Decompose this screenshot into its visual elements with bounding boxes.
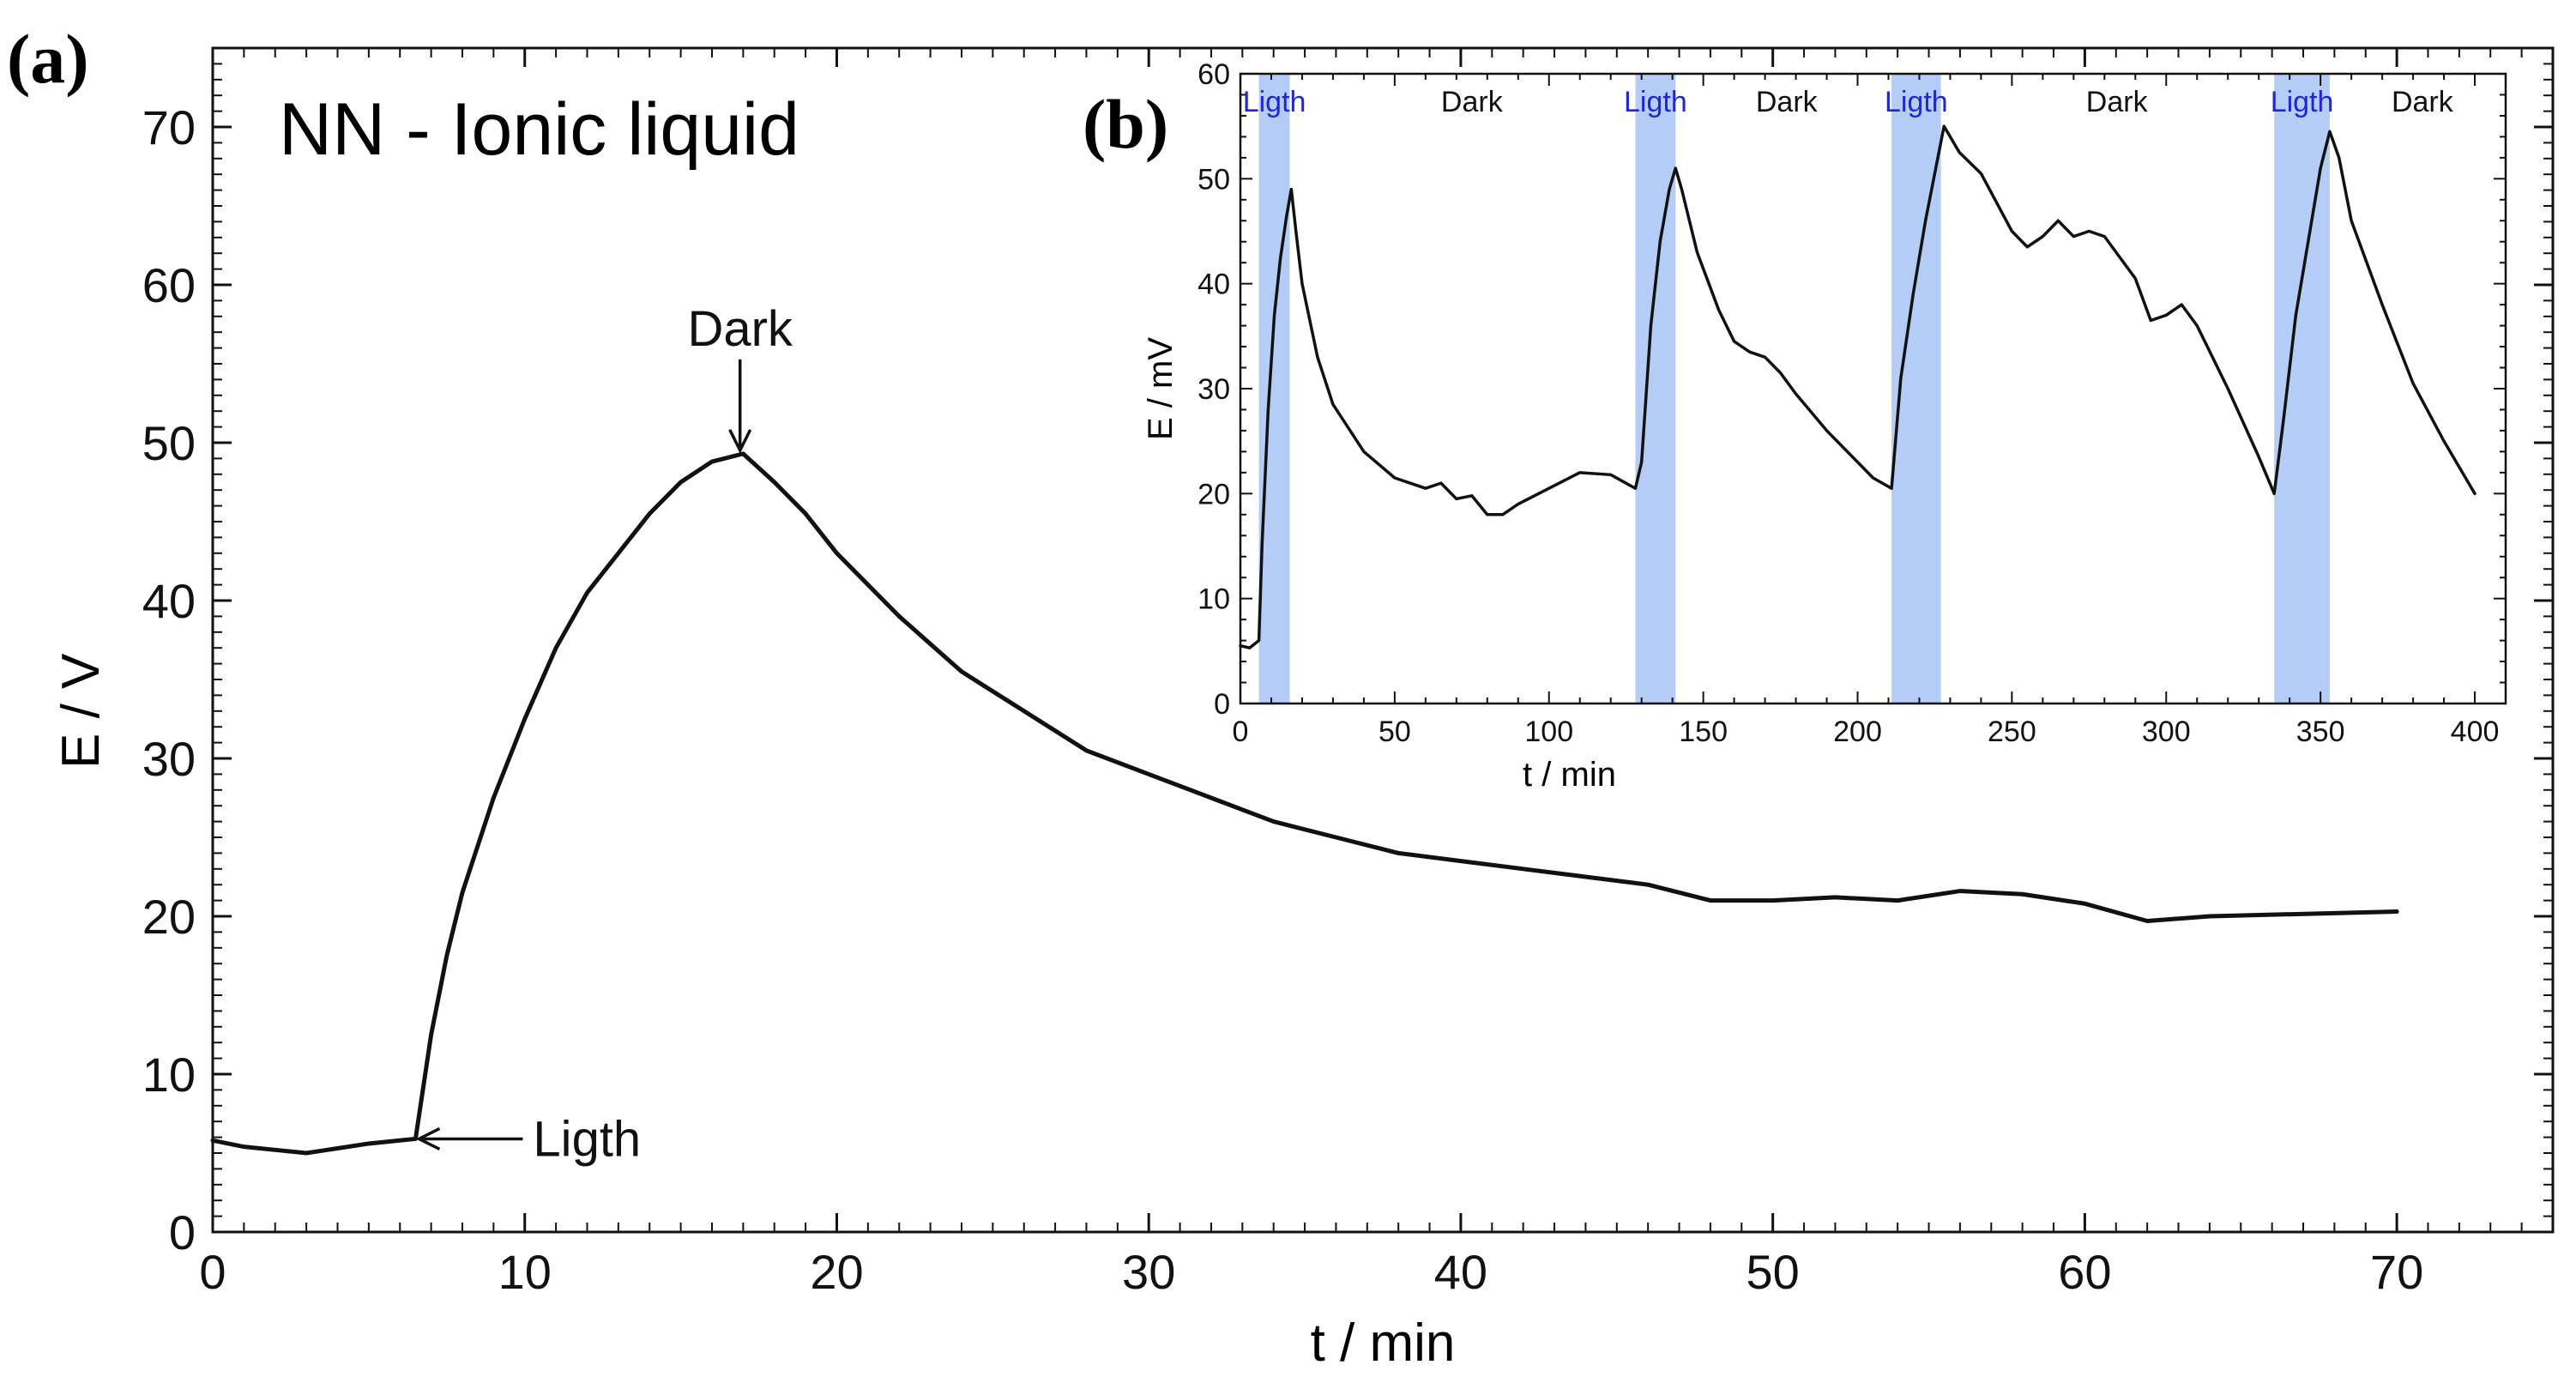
annotation-arrowhead-ligth: [415, 1126, 441, 1151]
panel-a-chart: 0 10 20 30 40 50 60 70 0 10 20 30 40 50 60 70 NN - Ioni…: [51, 46, 2555, 1373]
dark-period-label: Dark: [1441, 86, 1504, 118]
panel-a-x-tick-label: 60: [2058, 1245, 2111, 1299]
panel-b-tick-labels: 0 50 100 150 200 250 300 350 400 0 10 20 30 40 50 60: [1198, 58, 2499, 748]
panel-a-annotations: Dark Ligth: [415, 301, 793, 1167]
panel-b-x-tick-label: 350: [2296, 716, 2345, 748]
light-period-label: Ligth: [2271, 86, 2334, 118]
annotation-label-ligth: Ligth: [533, 1111, 641, 1167]
dark-period-label: Dark: [2392, 86, 2454, 118]
panel-b-series-line: [1239, 124, 2476, 649]
panel-b-y-tick-label: 40: [1198, 269, 1230, 301]
panel-a-x-tick-label: 40: [1434, 1245, 1487, 1299]
panel-b-y-tick-label: 60: [1198, 58, 1230, 91]
light-period-label: Ligth: [1885, 86, 1948, 118]
panel-b-letter: (b): [1083, 85, 1168, 163]
panel-b-x-tick-label: 400: [2451, 716, 2500, 748]
light-period-band: [1258, 74, 1290, 704]
panel-a-x-tick-label: 70: [2370, 1245, 2423, 1299]
panel-a-letter: (a): [7, 20, 89, 98]
annotation-arrowhead-dark: [728, 429, 752, 454]
panel-a-y-tick-label: 10: [142, 1048, 196, 1102]
panel-b-x-axis-label: t / min: [1523, 756, 1616, 794]
panel-a-y-axis-label: E / V: [51, 653, 111, 769]
panel-b-light-bands: [1258, 74, 2330, 704]
dark-period-label: Dark: [2086, 86, 2149, 118]
panel-a-x-axis-label: t / min: [1311, 1313, 1456, 1373]
panel-a-y-tick-label: 0: [169, 1205, 196, 1259]
panel-b-ticks: [1240, 73, 2507, 704]
panel-b-x-tick-label: 150: [1679, 716, 1728, 748]
panel-a-y-tick-label: 50: [142, 416, 196, 470]
panel-a-y-tick-label: 70: [142, 100, 196, 154]
panel-b-x-tick-label: 50: [1378, 716, 1411, 748]
panel-b-region-labels: Ligth Ligth Ligth Ligth Dark Dark Dark Dark: [1243, 86, 2454, 118]
panel-a-plot-frame: [211, 46, 2555, 1234]
panel-a-y-tick-label: 60: [142, 258, 196, 312]
panel-b-x-tick-label: 200: [1833, 716, 1882, 748]
light-period-band: [1635, 74, 1676, 704]
panel-b-x-tick-label: 300: [2142, 716, 2191, 748]
panel-b-y-tick-label: 30: [1198, 373, 1230, 406]
panel-a-ticks: [211, 47, 2554, 1234]
panel-a-title: NN - Ionic liquid: [279, 88, 799, 171]
panel-b-x-tick-label: 250: [1988, 716, 2036, 748]
panel-b-y-axis-label: E / mV: [1142, 337, 1179, 440]
panel-a-y-tick-label: 40: [142, 574, 196, 628]
light-period-label: Ligth: [1243, 86, 1306, 118]
panel-a-x-tick-label: 0: [199, 1245, 226, 1299]
panel-b-y-tick-label: 10: [1198, 583, 1230, 616]
panel-a-x-tick-label: 10: [498, 1245, 552, 1299]
panel-a-x-tick-label: 20: [810, 1245, 863, 1299]
panel-b-x-tick-label: 100: [1524, 716, 1573, 748]
panel-b-y-tick-label: 20: [1198, 478, 1230, 510]
panel-a-x-tick-label: 30: [1122, 1245, 1175, 1299]
panel-a-tick-labels: 0 10 20 30 40 50 60 70 0 10 20 30 40 50 60 70: [142, 100, 2424, 1299]
annotation-label-dark: Dark: [687, 301, 793, 357]
panel-b-y-tick-label: 0: [1214, 688, 1230, 721]
dark-period-label: Dark: [1756, 86, 1819, 118]
panel-b-inset-chart: 0 50 100 150 200 250 300 350 400 0 10 20 30 40 50 60 Li…: [1142, 58, 2513, 794]
panel-a-series-line: [210, 451, 2399, 1156]
panel-b-x-tick-label: 0: [1233, 716, 1249, 748]
panel-b-y-tick-label: 50: [1198, 163, 1230, 196]
panel-a-x-tick-label: 50: [1746, 1245, 1800, 1299]
panel-a-y-tick-label: 30: [142, 732, 196, 786]
panel-a-y-tick-label: 20: [142, 890, 196, 944]
light-period-band: [2274, 74, 2330, 704]
light-period-label: Ligth: [1624, 86, 1687, 118]
